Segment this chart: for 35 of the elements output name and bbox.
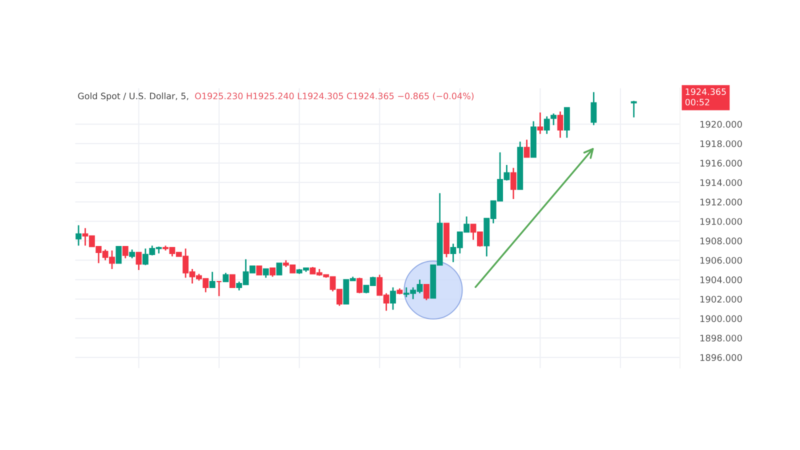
chart-subtitle: O1925.230 H1925.240 L1924.305 C1924.365 −0.865 (−0.04%) <box>195 92 474 100</box>
candlestick <box>216 280 222 297</box>
candlestick <box>510 167 516 200</box>
candlestick <box>136 252 142 271</box>
candlestick <box>122 246 128 259</box>
text: 1924.365 <box>686 88 726 95</box>
y-tick-label: 1904.000 <box>700 276 742 284</box>
y-tick-label: 1920.000 <box>700 120 742 128</box>
y-tick-label: 1918.000 <box>700 140 742 148</box>
candlestick <box>116 246 122 264</box>
candlestick <box>590 91 597 126</box>
candlestick <box>630 100 637 118</box>
y-tick-label: 1912.000 <box>700 198 742 206</box>
y-tick-label: 1914.000 <box>700 179 742 186</box>
y-tick-label: 1898.000 <box>700 334 742 342</box>
chart-title: Gold Spot / U.S. Dollar, 5, <box>78 92 188 101</box>
candlestick <box>356 277 362 294</box>
y-tick-label: 1910.000 <box>700 218 742 225</box>
candlestick <box>276 262 282 276</box>
text: 00:52 <box>685 98 710 106</box>
candlestick <box>76 224 82 246</box>
candlestick <box>524 139 530 158</box>
y-tick-label: 1908.000 <box>700 238 742 244</box>
candlestick <box>423 284 430 301</box>
candlestick <box>537 112 544 135</box>
candlestick <box>229 274 236 288</box>
candlestick <box>209 271 216 288</box>
y-tick-label: 1916.000 <box>700 160 742 167</box>
y-tick-label: 1900.000 <box>700 315 742 322</box>
candlestick <box>390 286 396 310</box>
y-tick-label: 1902.000 <box>700 296 742 303</box>
candlestick <box>564 106 570 138</box>
y-tick-label: 1896.000 <box>700 354 742 361</box>
candlestick <box>557 110 564 138</box>
y-tick-label: 1906.000 <box>700 256 742 264</box>
